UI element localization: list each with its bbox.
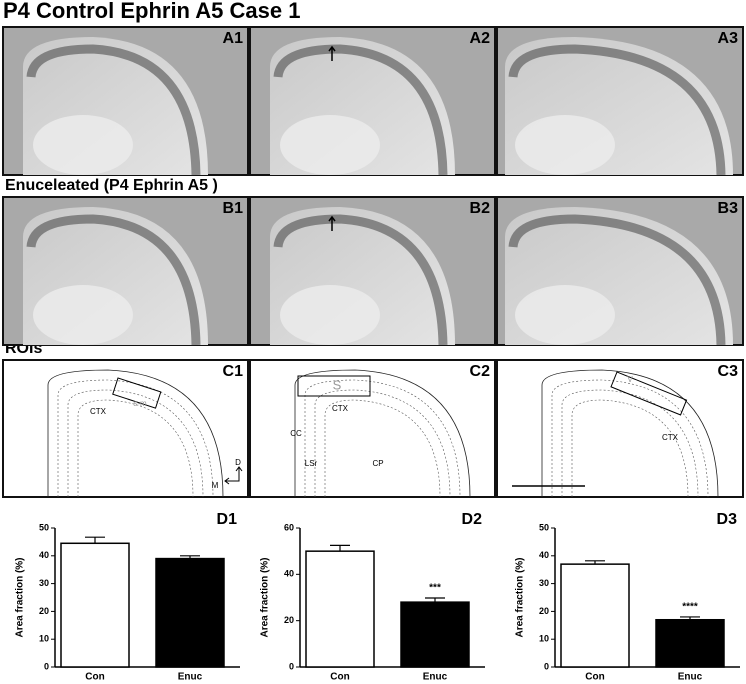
x-tick-label: Con (85, 672, 104, 683)
panel-label: B3 (718, 200, 739, 217)
roi-label: CTX (90, 407, 107, 416)
significance: **** (682, 602, 698, 613)
panel-label: A3 (718, 30, 739, 47)
cortex-band (273, 214, 448, 346)
panel-label: A1 (223, 30, 244, 47)
panel-label: C1 (223, 363, 244, 380)
y-axis-label: Area fraction (%) (260, 557, 271, 637)
panel-label: B2 (470, 200, 491, 217)
layer (304, 379, 461, 498)
panel-label: B1 (223, 200, 244, 217)
y-tick-label: 20 (284, 615, 294, 625)
white-matter (33, 285, 133, 345)
roi-label: M (212, 481, 219, 490)
white-matter (280, 115, 380, 175)
roi-box (112, 377, 162, 409)
y-tick-label: 20 (539, 606, 549, 616)
y-tick-label: 60 (284, 522, 294, 532)
panel-label: C3 (718, 363, 739, 380)
cortex-band (508, 44, 726, 176)
row-heading: Enuceleated (P4 Ephrin A5 ) (5, 177, 218, 194)
y-tick-label: 0 (44, 661, 49, 671)
panel-label: A2 (470, 30, 491, 47)
y-tick-label: 50 (539, 522, 549, 532)
y-tick-label: 10 (539, 634, 549, 644)
bar (155, 557, 225, 668)
panel-label: D2 (462, 511, 483, 528)
white-matter (33, 115, 133, 175)
arrow (328, 45, 336, 61)
roi-label: CP (372, 459, 383, 468)
bar (400, 601, 470, 668)
y-axis-label: Area fraction (%) (515, 557, 526, 637)
roi-label: S (333, 377, 342, 392)
cortex-band (26, 44, 201, 176)
y-tick-label: 50 (39, 522, 49, 532)
roi-label: CC (290, 429, 302, 438)
x-tick-label: Enuc (423, 672, 448, 683)
white-matter (515, 115, 615, 175)
figure-title: P4 Control Ephrin A5 Case 1 (3, 0, 300, 23)
y-tick-label: 30 (39, 578, 49, 588)
panel (2, 359, 249, 498)
y-tick-label: 20 (39, 606, 49, 616)
orientation-arrows (224, 466, 243, 485)
layer (551, 379, 709, 498)
x-tick-label: Con (585, 672, 604, 683)
roi-label: CTX (332, 404, 349, 413)
y-tick-label: 30 (539, 578, 549, 588)
outline (294, 369, 471, 498)
outline (541, 369, 719, 498)
bar (655, 618, 725, 668)
cortex-band (26, 214, 201, 346)
cortex-band (508, 214, 726, 346)
layer (314, 389, 451, 498)
panel-label: C2 (470, 363, 491, 380)
bar (560, 563, 630, 668)
layer (67, 389, 204, 498)
roi-label: s-m (133, 399, 147, 408)
panel (496, 359, 744, 498)
panel-label: D1 (217, 511, 238, 528)
y-tick-label: 10 (39, 634, 49, 644)
x-tick-label: Enuc (178, 672, 203, 683)
x-tick-label: Enuc (678, 672, 703, 683)
cortex-band (273, 44, 448, 176)
roi-box (610, 371, 688, 416)
significance: *** (429, 583, 441, 594)
roi-label: D (235, 458, 241, 467)
roi-label: V (627, 375, 633, 384)
white-matter (280, 285, 380, 345)
roi-box (297, 375, 371, 397)
y-tick-label: 40 (539, 550, 549, 560)
bar (60, 542, 130, 668)
white-matter (515, 285, 615, 345)
y-tick-label: 40 (39, 550, 49, 560)
panel (249, 359, 496, 498)
y-tick-label: 0 (544, 661, 549, 671)
x-tick-label: Con (330, 672, 349, 683)
panel-label: D3 (717, 511, 738, 528)
y-tick-label: 0 (289, 661, 294, 671)
roi-label: CTX (662, 433, 679, 442)
y-tick-label: 40 (284, 569, 294, 579)
roi-label: LSr (305, 459, 318, 468)
outline (47, 369, 224, 498)
y-axis-label: Area fraction (%) (15, 557, 26, 637)
bar (305, 550, 375, 668)
arrow (328, 215, 336, 231)
layer (561, 389, 699, 498)
